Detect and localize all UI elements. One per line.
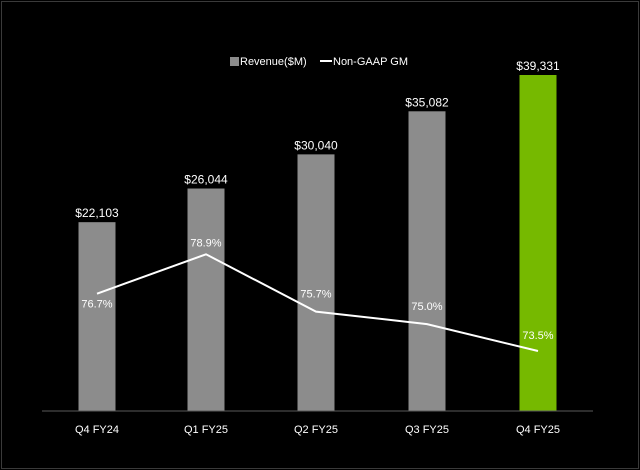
revenue-bar xyxy=(297,154,335,412)
revenue-value-label: $35,082 xyxy=(405,95,449,109)
bars-group xyxy=(78,75,557,412)
x-tick-label: Q1 FY25 xyxy=(184,424,228,436)
gm-value-labels: 76.7% 78.9% 75.7% 75.0% 73.5% xyxy=(81,237,553,342)
legend-revenue-swatch xyxy=(230,57,239,66)
gm-value-label: 73.5% xyxy=(522,330,553,342)
legend: Revenue($M) Non-GAAP GM xyxy=(230,56,408,68)
gm-value-label: 76.7% xyxy=(81,299,112,311)
x-tick-label: Q4 FY24 xyxy=(75,424,119,436)
x-tick-label: Q2 FY25 xyxy=(294,424,338,436)
gm-value-label: 75.7% xyxy=(300,289,331,301)
revenue-value-label: $22,103 xyxy=(75,206,119,220)
gm-line xyxy=(96,253,539,352)
bar-value-labels: $22,103 $26,044 $30,040 $35,082 $39,331 xyxy=(75,59,560,220)
revenue-bar xyxy=(78,222,116,411)
revenue-bar xyxy=(408,111,446,411)
gm-value-label: 78.9% xyxy=(190,237,221,249)
revenue-value-label: $30,040 xyxy=(294,138,338,152)
revenue-bar xyxy=(519,75,557,411)
legend-revenue-label: Revenue($M) xyxy=(240,56,307,68)
x-tick-labels: Q4 FY24 Q1 FY25 Q2 FY25 Q3 FY25 Q4 FY25 xyxy=(75,424,560,436)
revenue-value-label: $39,331 xyxy=(516,59,560,73)
revenue-value-label: $26,044 xyxy=(184,173,228,187)
legend-gm-label: Non-GAAP GM xyxy=(333,56,408,68)
revenue-bar xyxy=(187,188,225,411)
x-tick-label: Q3 FY25 xyxy=(405,424,449,436)
x-tick-label: Q4 FY25 xyxy=(516,424,560,436)
gm-value-label: 75.0% xyxy=(411,301,442,313)
